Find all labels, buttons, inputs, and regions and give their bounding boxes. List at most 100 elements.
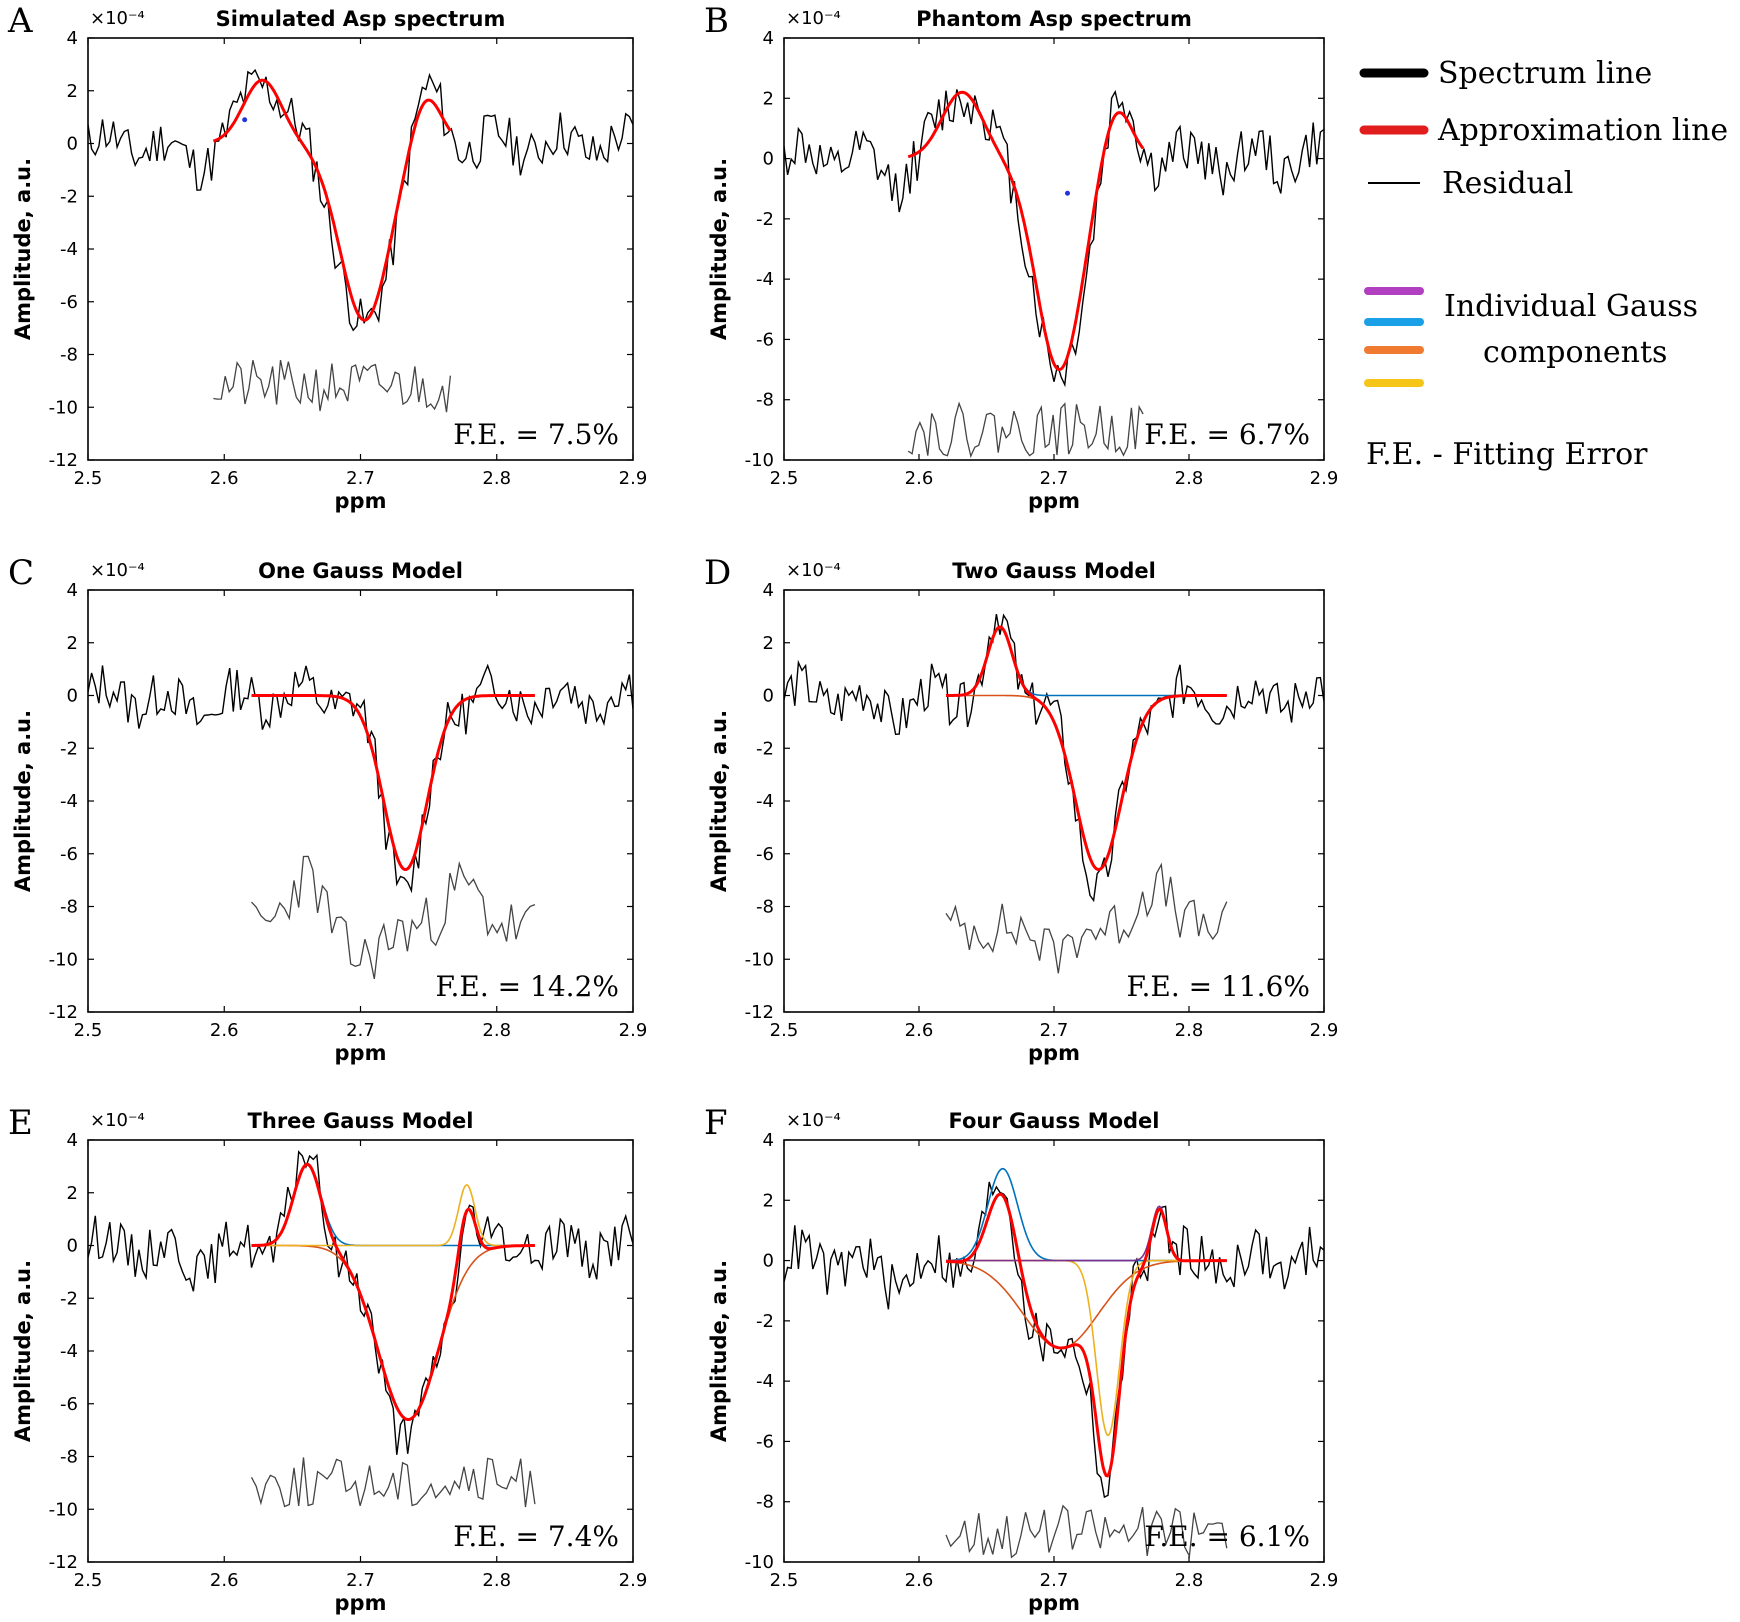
y-tick-label: -6 (756, 844, 774, 865)
y-tick-label: -8 (756, 897, 774, 918)
axis-exponent: ×10⁻⁴ (786, 560, 841, 581)
x-tick-label: 2.9 (1310, 1570, 1339, 1591)
plot-area (784, 613, 1324, 974)
y-tick-label: -2 (756, 738, 774, 759)
x-tick-label: 2.5 (74, 468, 103, 489)
gauss-component-line (251, 1244, 535, 1421)
plot-area (784, 89, 1324, 459)
y-tick-label: -2 (60, 186, 78, 207)
y-tick-label: -10 (49, 397, 78, 418)
x-tick-label: 2.5 (770, 1020, 799, 1041)
axes-box (87, 37, 634, 461)
x-tick-label: 2.6 (905, 1020, 934, 1041)
y-tick-label: 4 (67, 580, 78, 601)
x-tick-label: 2.6 (905, 468, 934, 489)
panel-e: 4 2 0 -2 -4 -6 -8 -10 -122.5 2.6 2.7 2.8 2.9 Three Ga… (8, 1103, 647, 1615)
axis-exponent: ×10⁻⁴ (90, 8, 145, 29)
approximation-line (907, 90, 1145, 372)
y-tick-label: -8 (756, 1492, 774, 1513)
x-axis-label: ppm (335, 489, 387, 513)
x-tick-label: 2.8 (1175, 1570, 1204, 1591)
y-tick-label: -8 (756, 390, 774, 411)
y-tick-label: 0 (67, 1236, 78, 1257)
fitting-error-label: F.E. = 11.6% (1126, 970, 1310, 1003)
x-tick-label: 2.8 (1175, 468, 1204, 489)
x-tick-label: 2.5 (770, 468, 799, 489)
x-tick-label: 2.7 (1040, 468, 1069, 489)
residual-line (907, 401, 1144, 459)
gauss-component-line (946, 626, 1227, 697)
x-tick-label: 2.9 (1310, 1020, 1339, 1041)
panel-letter: D (704, 553, 731, 593)
y-tick-label: 0 (763, 686, 774, 707)
y-tick-label: 2 (67, 81, 78, 102)
chart-title: Two Gauss Model (952, 559, 1156, 583)
axis-exponent: ×10⁻⁴ (90, 560, 145, 581)
axis-exponent: ×10⁻⁴ (786, 8, 841, 29)
y-tick-label: 4 (763, 28, 774, 49)
chart-title: Simulated Asp spectrum (216, 7, 506, 31)
spectrum-line (784, 613, 1324, 903)
panel-c: 4 2 0 -2 -4 -6 -8 -10 -122.5 2.6 2.7 2.8 2.9 One Gaus… (8, 553, 647, 1065)
x-tick-label: 2.5 (74, 1570, 103, 1591)
x-tick-label: 2.7 (1040, 1570, 1069, 1591)
y-tick-label: -8 (60, 1447, 78, 1468)
y-tick-label: 0 (763, 1251, 774, 1272)
y-tick-label: -6 (756, 329, 774, 350)
y-tick-label: 4 (67, 28, 78, 49)
approximation-line (251, 694, 535, 872)
chart-title: Three Gauss Model (248, 1109, 474, 1133)
legend-label: Approximation line (1437, 113, 1728, 148)
y-tick-label: 4 (67, 1130, 78, 1151)
panel-letter: C (8, 553, 34, 593)
data-marker (242, 117, 248, 123)
legend-label: Spectrum line (1438, 56, 1652, 91)
y-tick-label: 0 (763, 149, 774, 170)
x-tick-label: 2.8 (1175, 1020, 1204, 1041)
gauss-component-line (251, 1183, 535, 1247)
x-tick-label: 2.7 (346, 1570, 375, 1591)
plot-area (88, 1150, 633, 1508)
y-tick-label: -4 (756, 1371, 774, 1392)
legend-gauss-label: components (1483, 335, 1667, 370)
legend-item: Residual (1368, 166, 1573, 201)
fitting-error-label: F.E. = 7.4% (453, 1520, 619, 1553)
y-tick-label: -10 (745, 1552, 774, 1573)
x-tick-label: 2.9 (1310, 468, 1339, 489)
x-tick-label: 2.6 (210, 1020, 239, 1041)
y-tick-label: -6 (60, 844, 78, 865)
residual-line (945, 1504, 1228, 1559)
spectrum-line (784, 1181, 1324, 1499)
y-tick-label: -10 (745, 949, 774, 970)
y-tick-label: -2 (756, 209, 774, 230)
legend-item: Spectrum line (1359, 56, 1652, 91)
y-axis-label: Amplitude, a.u. (707, 1260, 731, 1442)
y-tick-label: 0 (67, 686, 78, 707)
x-tick-label: 2.7 (346, 1020, 375, 1041)
y-tick-label: 2 (763, 88, 774, 109)
y-tick-label: -10 (49, 1499, 78, 1520)
legend-gauss-label: Individual Gauss (1444, 289, 1698, 324)
legend-item: Approximation line (1359, 113, 1728, 148)
fitting-error-label: F.E. = 14.2% (435, 970, 619, 1003)
residual-line (213, 359, 452, 413)
x-tick-label: 2.6 (905, 1570, 934, 1591)
data-marker (1065, 190, 1070, 196)
x-tick-label: 2.8 (482, 468, 511, 489)
y-axis-label: Amplitude, a.u. (11, 158, 35, 340)
y-tick-label: -8 (60, 897, 78, 918)
chart-title: Phantom Asp spectrum (916, 7, 1192, 31)
approximation-line (946, 625, 1227, 872)
legend-fe-note: F.E. - Fitting Error (1366, 437, 1648, 472)
fitting-error-label: F.E. = 7.5% (453, 418, 619, 451)
fitting-error-label: F.E. = 6.7% (1144, 418, 1310, 451)
y-axis-label: Amplitude, a.u. (11, 710, 35, 892)
y-tick-label: -4 (756, 269, 774, 290)
axis-exponent: ×10⁻⁴ (786, 1110, 841, 1131)
y-tick-label: -8 (60, 345, 78, 366)
y-axis-label: Amplitude, a.u. (707, 710, 731, 892)
chart-title: One Gauss Model (258, 559, 463, 583)
x-axis-label: ppm (1028, 489, 1080, 513)
x-tick-label: 2.6 (210, 468, 239, 489)
residual-line (251, 855, 536, 980)
